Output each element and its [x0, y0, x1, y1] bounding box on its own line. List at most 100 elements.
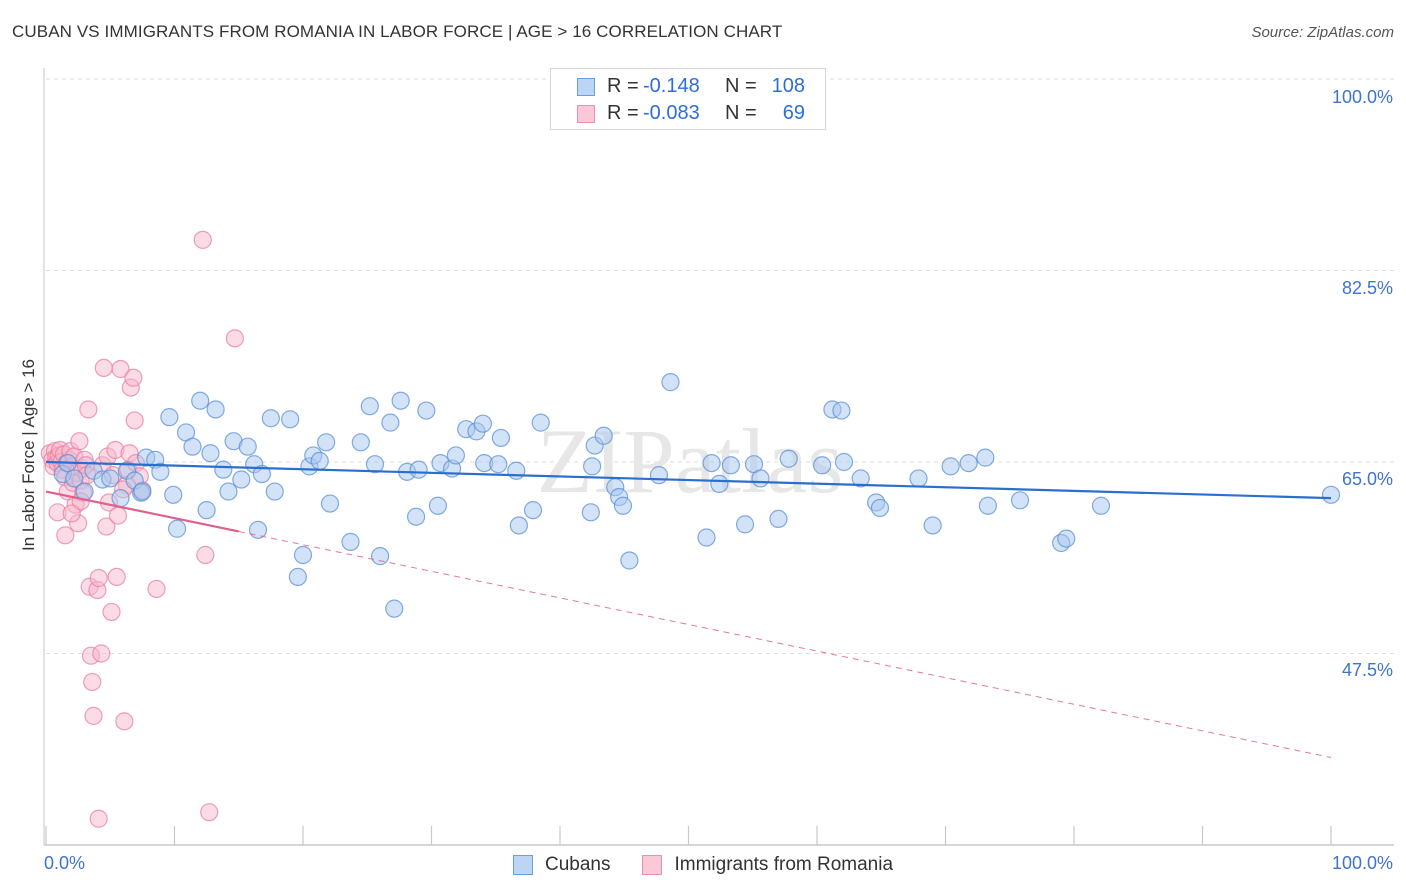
data-point: [79, 400, 98, 419]
data-point: [288, 567, 307, 587]
x-tick-min: 0.0%: [44, 853, 86, 873]
r-value: -0.148: [643, 75, 700, 97]
data-point: [769, 509, 788, 529]
data-point: [360, 397, 379, 416]
n-value: 108: [771, 75, 805, 97]
romania-swatch: [577, 104, 595, 123]
trend-line-romania-solid: [45, 490, 239, 533]
trend-line-cubans: [45, 460, 1332, 500]
data-point: [167, 519, 187, 538]
data-point: [923, 516, 942, 535]
data-point: [583, 457, 602, 476]
data-point: [531, 413, 550, 432]
data-point: [111, 489, 130, 508]
data-point: [320, 494, 340, 513]
legend-label: Immigrants from Romania: [674, 854, 894, 875]
data-point: [261, 409, 280, 428]
data-point: [133, 482, 152, 501]
data-point: [102, 602, 121, 622]
r-label: R =: [607, 102, 639, 124]
data-point: [101, 469, 120, 488]
data-point: [108, 506, 128, 525]
data-point: [183, 437, 202, 456]
n-label: N =: [725, 102, 757, 124]
data-point: [735, 515, 755, 534]
r-value: -0.083: [643, 102, 700, 124]
data-point: [832, 401, 851, 420]
legend-item-romania[interactable]: Immigrants from Romania: [642, 854, 893, 876]
data-point: [1321, 485, 1341, 504]
data-point: [151, 462, 170, 481]
data-point: [62, 504, 81, 523]
data-point: [293, 545, 313, 565]
stats-row-romania: R = -0.083 N = 69: [551, 100, 805, 127]
gridlines: [46, 78, 1394, 654]
data-point: [238, 437, 257, 456]
data-point: [147, 579, 166, 599]
n-label: N =: [725, 75, 757, 97]
data-point: [89, 809, 108, 828]
data-point: [1057, 529, 1076, 548]
cubans-swatch: [577, 77, 595, 96]
data-point: [581, 503, 600, 522]
data-point: [371, 547, 390, 566]
data-point: [473, 414, 492, 433]
data-point: [391, 391, 410, 410]
data-point: [834, 452, 854, 472]
y-tick-label: 65.0%: [1341, 469, 1393, 489]
data-point: [201, 444, 220, 463]
data-point: [523, 501, 543, 520]
data-point: [56, 526, 75, 545]
data-point: [252, 464, 271, 484]
data-point: [710, 474, 729, 493]
data-point: [97, 517, 116, 536]
data-point: [409, 460, 428, 479]
data-point: [978, 496, 998, 515]
data-point: [65, 469, 84, 488]
data-point: [446, 446, 466, 465]
data-point: [417, 401, 436, 420]
r-label: R =: [607, 75, 639, 97]
data-point: [191, 391, 210, 410]
data-point: [428, 496, 448, 515]
data-point: [214, 460, 233, 479]
chart-title: CUBAN VS IMMIGRANTS FROM ROMANIA IN LABO…: [12, 22, 783, 41]
data-point: [160, 408, 179, 427]
n-value: 69: [782, 102, 805, 124]
data-point: [941, 457, 960, 476]
data-point: [1091, 496, 1111, 515]
data-point: [94, 358, 113, 377]
stats-row-cubans: R = -0.148 N = 108: [551, 73, 805, 100]
data-point: [813, 456, 832, 475]
data-point: [851, 469, 870, 488]
data-point: [125, 411, 144, 430]
data-point: [613, 496, 633, 515]
data-point: [200, 803, 219, 822]
data-point: [219, 482, 238, 501]
data-point: [265, 482, 284, 501]
data-point: [779, 449, 798, 468]
data-point: [620, 551, 639, 570]
trend-lines: [45, 460, 1332, 758]
data-point: [959, 453, 978, 473]
data-point: [385, 599, 404, 618]
series-cubans: [53, 373, 1341, 618]
data-point: [115, 712, 134, 731]
data-point: [341, 532, 360, 551]
data-point: [70, 432, 89, 451]
data-point: [406, 507, 426, 526]
legend-item-cubans[interactable]: Cubans: [512, 854, 610, 876]
data-point: [507, 461, 526, 480]
data-point: [661, 373, 680, 392]
data-point: [509, 516, 528, 535]
data-point: [197, 501, 216, 520]
data-point: [232, 470, 251, 489]
y-tick-label: 100.0%: [1331, 87, 1393, 107]
data-point: [702, 453, 721, 473]
data-point: [317, 433, 336, 452]
data-point: [92, 644, 111, 663]
y-axis-label: In Labor Force | Age > 16: [19, 358, 38, 552]
data-point: [491, 428, 510, 448]
data-point: [281, 410, 300, 429]
